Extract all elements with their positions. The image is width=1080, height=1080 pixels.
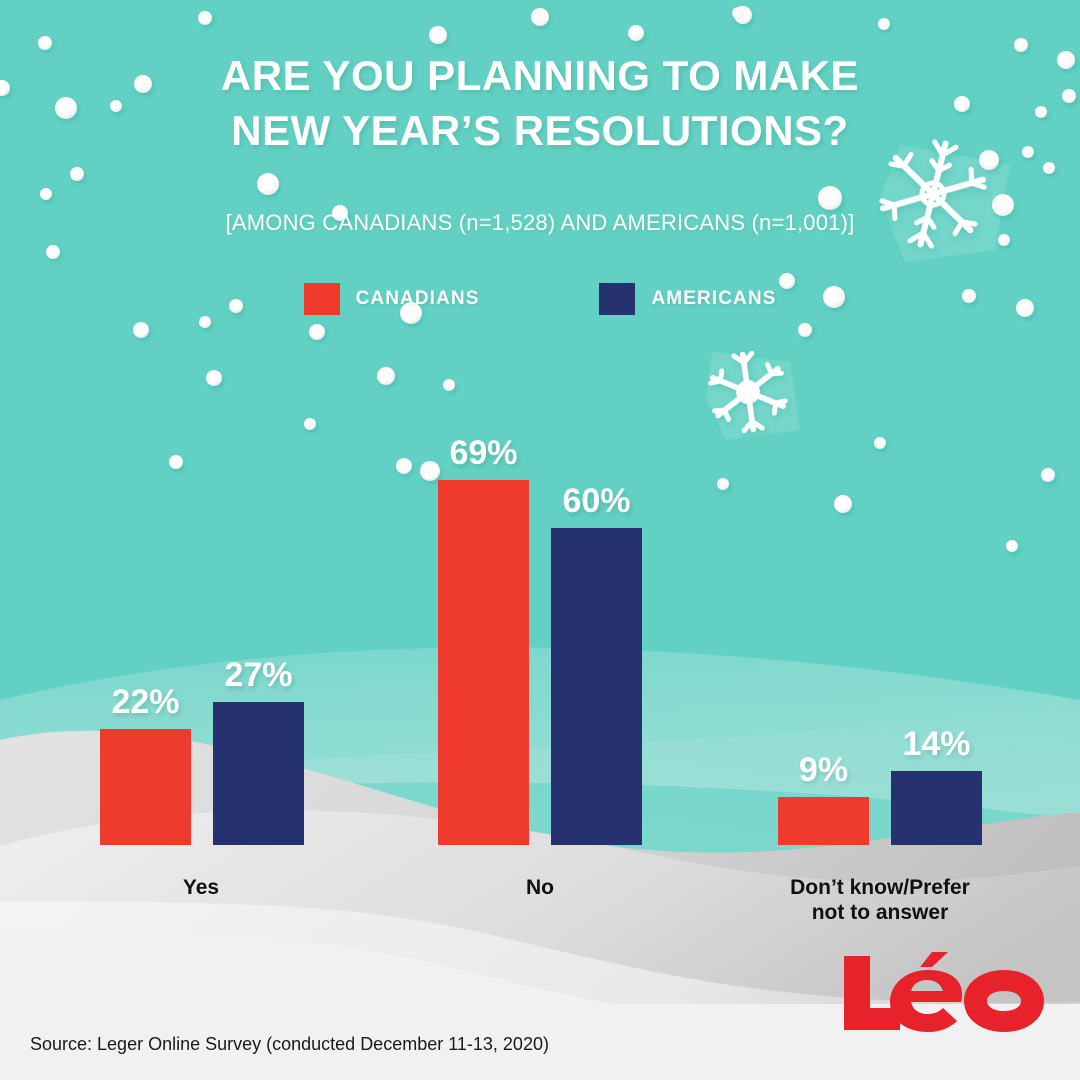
bar-americans-1[interactable] [551,528,642,845]
bar-value-label-canadians-2: 9% [798,751,849,789]
bar-value-label-canadians-1: 69% [449,434,518,472]
snowflake-icon [879,139,987,249]
category-label-line: Don’t know/Prefer [790,876,970,899]
bar-value-label-canadians-0: 22% [111,683,180,721]
bar-canadians-0[interactable] [100,729,191,845]
snowflake-icon [708,350,788,434]
category-label-line: No [526,876,554,899]
bar-value-label-americans-0: 27% [224,656,293,694]
bar-canadians-1[interactable] [438,480,529,845]
legend-item-americans[interactable]: AMERICANS [599,283,776,315]
legend-item-canadians[interactable]: CANADIANS [303,283,480,315]
legend-swatch-canadians [303,283,340,315]
category-label-0: Yes [41,876,361,901]
bar-value-label-americans-1: 60% [562,482,631,520]
chart-legend: CANADIANS AMERICANS [0,283,1080,315]
category-label-line: not to answer [811,900,949,924]
legend-label-americans: AMERICANS [651,288,777,309]
category-label-2: Don’t know/Prefer not to answer [720,876,1040,926]
legend-swatch-americans [599,283,636,315]
leo-logo-mark [844,952,1044,1032]
source-note: Source: Leger Online Survey (conducted D… [30,1034,549,1054]
leo-logo[interactable] [836,950,1056,1036]
bar-canadians-2[interactable] [778,797,869,845]
category-label-line: Yes [182,876,220,899]
category-label-1: No [380,876,700,901]
snow-dots [0,6,1076,552]
page-title: ARE YOU PLANNING TO MAKE NEW YEAR’S RESO… [0,48,1080,159]
title-line-1: ARE YOU PLANNING TO MAKE [220,52,860,99]
bar-americans-2[interactable] [891,771,982,845]
bar-value-label-americans-2: 14% [902,725,971,763]
title-line-2: NEW YEAR’S RESOLUTIONS? [231,107,849,155]
bar-americans-0[interactable] [213,702,304,845]
legend-label-canadians: CANADIANS [355,288,480,309]
chart-subtitle: [AMONG CANADIANS (n=1,528) AND AMERICANS… [225,210,855,235]
